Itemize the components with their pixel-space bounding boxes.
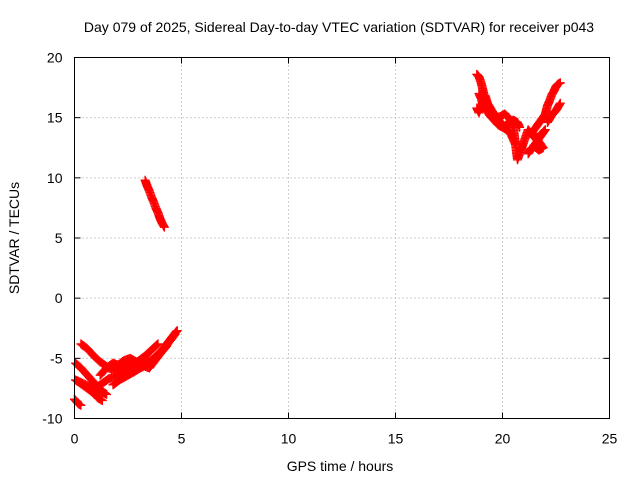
x-tick-labels: 0 5 10 15 20 25: [71, 431, 618, 447]
y-tick-label: 10: [47, 170, 63, 186]
data-point: [159, 221, 169, 231]
data-point: [555, 98, 565, 108]
data-series: [140, 175, 169, 232]
x-tick-label: 20: [495, 431, 511, 447]
data-series: [70, 326, 182, 410]
y-tick-label: 20: [47, 50, 63, 66]
chart-title: Day 079 of 2025, Sidereal Day-to-day VTE…: [84, 19, 594, 35]
y-axis-label: SDTVAR / TECUs: [6, 182, 22, 294]
y-tick-labels: -10 -5 0 5 10 15 20: [42, 50, 62, 427]
y-tick-label: -10: [42, 411, 62, 427]
y-tick-label: 5: [55, 230, 63, 246]
data-point: [76, 400, 86, 410]
data-point: [151, 341, 161, 351]
x-tick-label: 10: [281, 431, 297, 447]
data-points: [70, 69, 565, 410]
axis-ticks: [74, 57, 610, 419]
x-tick-label: 0: [71, 431, 79, 447]
x-tick-label: 5: [178, 431, 186, 447]
data-point: [97, 395, 107, 405]
y-tick-label: 0: [55, 290, 63, 306]
data-point: [170, 329, 180, 339]
x-tick-label: 25: [602, 431, 618, 447]
y-tick-label: 15: [47, 110, 63, 126]
data-point: [159, 222, 169, 232]
y-tick-label: -5: [50, 350, 63, 366]
data-point: [152, 340, 162, 350]
x-axis-label: GPS time / hours: [287, 458, 394, 474]
data-point: [555, 78, 565, 88]
data-point: [169, 330, 179, 340]
data-point: [555, 99, 565, 109]
x-tick-label: 15: [388, 431, 404, 447]
data-point: [153, 339, 163, 349]
data-series: [472, 69, 565, 165]
